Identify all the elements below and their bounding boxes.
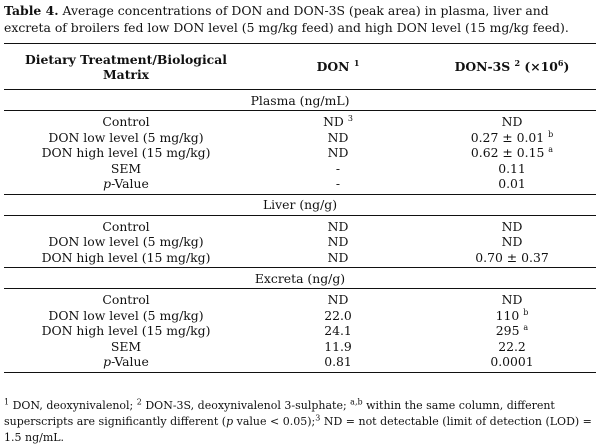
table-row: DON high level (15 mg/kg) ND 0.62 ± 0.15…	[4, 145, 596, 161]
row-label: DON high level (15 mg/kg)	[41, 249, 211, 265]
row-label: SEM	[110, 160, 142, 176]
row-don: ND 3	[248, 111, 428, 130]
section-title-excreta: Excreta (ng/g)	[4, 267, 596, 289]
row-don3s: 0.0001	[490, 354, 534, 369]
don3s-sup: b	[523, 307, 529, 317]
row-don3s: 0.01	[498, 176, 526, 191]
fn-text-3: within the same column, different supers…	[4, 399, 555, 428]
header-don-sup: 1	[353, 57, 360, 68]
row-label: Control	[102, 114, 150, 129]
row-don: ND	[327, 292, 349, 307]
table-caption: Table 4. Average concentrations of DON a…	[4, 2, 596, 36]
row-don3s: 0.11	[498, 160, 526, 176]
header-don: DON 1	[248, 44, 428, 90]
table-row: DON low level (5 mg/kg) ND ND	[4, 234, 596, 250]
row-don: ND	[327, 218, 349, 234]
row-don: ND	[327, 129, 349, 145]
row-don: 24.1	[324, 323, 352, 338]
caption-text: Average concentrations of DON and DON-3S…	[4, 3, 569, 35]
row-don3s: 0.27 ± 0.01 b	[428, 130, 596, 146]
table-header-row: Dietary Treatment/Biological Matrix DON …	[4, 43, 596, 90]
section-title-liver: Liver (ng/g)	[4, 193, 596, 216]
row-don3s: ND	[501, 292, 523, 307]
don3s-value: 110	[495, 307, 520, 323]
don3s-value: 0.27 ± 0.01	[470, 129, 545, 145]
row-label: Control	[102, 218, 150, 234]
don3s-sup: a	[523, 322, 529, 332]
table-row: Control ND ND	[4, 215, 596, 234]
don3s-sup: a	[548, 144, 554, 154]
table-row: p-Value - 0.01	[4, 176, 596, 194]
row-label: DON high level (15 mg/kg)	[41, 145, 211, 160]
don3s-sup: b	[548, 129, 554, 139]
row-don3s: 110 b	[428, 308, 596, 324]
fn-sup-2: 2	[136, 397, 142, 407]
caption-label: Table 4.	[4, 3, 59, 18]
don-value: ND	[323, 114, 344, 129]
row-label: DON low level (5 mg/kg)	[48, 307, 204, 323]
fn-sup-3: a,b	[350, 397, 363, 407]
header-don-label: DON	[316, 59, 350, 74]
don3s-value: 295	[495, 323, 520, 338]
header-don3s-label: DON-3S	[454, 59, 511, 74]
table-row: Control ND ND	[4, 289, 596, 308]
table-row: SEM - 0.11	[4, 161, 596, 177]
row-label: DON high level (15 mg/kg)	[41, 323, 211, 338]
p-value-label: -Value	[111, 354, 149, 369]
table-row: DON low level (5 mg/kg) 22.0 110 b	[4, 308, 596, 324]
row-label: DON low level (5 mg/kg)	[48, 234, 204, 249]
table-row: p-Value 0.81 0.0001	[4, 354, 596, 372]
header-don3s-close: )	[563, 59, 570, 74]
section-title-plasma: Plasma (ng/mL)	[4, 89, 596, 111]
row-label: Control	[102, 292, 150, 307]
row-don: 22.0	[324, 307, 352, 323]
header-treatment: Dietary Treatment/Biological Matrix	[25, 51, 227, 82]
p-italic: p	[103, 354, 112, 369]
table-row: Control ND 3 ND	[4, 111, 596, 130]
fn-text-1: DON, deoxynivalenol;	[9, 399, 137, 412]
row-don: 11.9	[324, 338, 352, 354]
don3s-value: 0.62 ± 0.15	[470, 145, 545, 160]
row-don: -	[335, 160, 341, 176]
row-don3s: ND	[501, 234, 523, 249]
row-don: ND	[327, 234, 349, 249]
row-don: -	[335, 176, 341, 191]
section-row-liver: Liver (ng/g)	[4, 193, 596, 216]
table-row: DON high level (15 mg/kg) 24.1 295 a	[4, 323, 596, 339]
header-don3s-sup: 2	[514, 57, 521, 68]
p-value-label: -Value	[111, 176, 149, 191]
fn-sup-1: 1	[4, 397, 10, 407]
p-italic: p	[103, 176, 112, 191]
row-label: p-Value	[4, 354, 248, 372]
row-don: 0.81	[324, 354, 352, 369]
row-don3s: 0.62 ± 0.15 a	[428, 145, 596, 161]
fn-text-2: DON-3S, deoxynivalenol 3-sulphate;	[141, 399, 351, 412]
results-table: Dietary Treatment/Biological Matrix DON …	[4, 43, 596, 373]
row-don3s: 22.2	[498, 338, 526, 354]
fn-text-4: value < 0.05);	[233, 415, 316, 428]
row-don3s: 0.70 ± 0.37	[475, 249, 549, 265]
header-don3s-suffix: (×10	[520, 59, 558, 74]
don-sup: 3	[347, 113, 353, 123]
row-don3s: 295 a	[428, 323, 596, 339]
table-row: DON high level (15 mg/kg) ND 0.70 ± 0.37	[4, 250, 596, 268]
row-don: ND	[327, 145, 349, 160]
row-label: DON low level (5 mg/kg)	[48, 129, 204, 145]
section-row-excreta: Excreta (ng/g)	[4, 267, 596, 289]
table-footnote: 1 DON, deoxynivalenol; 2 DON-3S, deoxyni…	[4, 398, 596, 446]
row-don3s: ND	[501, 114, 523, 129]
header-don3s-exp: 6	[557, 57, 564, 68]
section-row-plasma: Plasma (ng/mL)	[4, 89, 596, 111]
table-row: DON low level (5 mg/kg) ND 0.27 ± 0.01 b	[4, 130, 596, 146]
row-don: ND	[327, 249, 349, 265]
table-row: SEM 11.9 22.2	[4, 339, 596, 355]
row-don3s: ND	[501, 218, 523, 234]
fn-sup-4: 3	[315, 413, 321, 423]
fn-p-italic: p	[226, 415, 234, 428]
header-don3s: DON-3S 2 (×106)	[428, 44, 596, 90]
row-label: SEM	[110, 338, 142, 354]
row-label: p-Value	[4, 176, 248, 194]
